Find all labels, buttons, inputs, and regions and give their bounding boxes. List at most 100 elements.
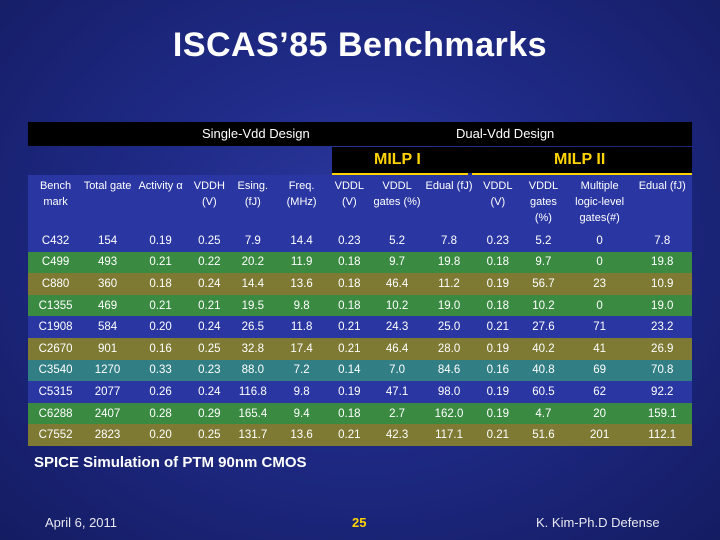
bench-name-cell: C880 [28,273,84,295]
table-cell: 20.2 [229,251,277,274]
table-cell: 9.4 [276,402,328,425]
table-cell: 0.19 [475,381,521,403]
table-cell: 0.21 [327,316,372,338]
table-cell: 9.8 [276,381,328,403]
table-cell: 0.26 [131,381,190,403]
table-cell: 0.22 [189,251,230,274]
bench-name-cell: C1355 [28,294,84,317]
table-cell: 40.2 [520,337,567,360]
table-cell: 112.1 [632,424,692,446]
table-row: C2670 901 0.16 0.25 32.8 17.4 0.21 46.4 28.0 0.19… [28,337,692,360]
col-header: Activity α [131,175,190,230]
table-cell: 84.6 [422,359,476,382]
table-cell: 0.23 [327,230,372,252]
footer-date: April 6, 2011 [45,515,118,530]
table-cell: 56.7 [520,273,567,295]
col-header: VDDL gates (%) [520,175,567,230]
table-cell: 0.14 [327,359,372,382]
table-cell: 154 [83,230,132,252]
table-cell: 10.9 [632,273,692,295]
table-cell: 201 [566,424,633,446]
table-cell: 5.2 [520,230,567,252]
table-cell: 71 [566,316,633,338]
table-cell: 47.1 [371,381,423,403]
table-row: C5315 2077 0.26 0.24 116.8 9.8 0.19 47.1 98.0 0.1… [28,381,692,403]
col-header: Total gate [83,175,132,230]
table-cell: 584 [83,316,132,338]
bench-name-cell: C5315 [28,381,84,403]
table-cell: 10.2 [520,294,567,317]
table-cell: 41 [566,337,633,360]
milp-two-underline [472,173,692,175]
bench-name-cell: C432 [28,230,84,252]
table-cell: 493 [83,251,132,274]
table-cell: 0.18 [327,251,372,274]
table-cell: 42.3 [371,424,423,446]
table-cell: 0.29 [189,402,230,425]
table-cell: 0.20 [131,424,190,446]
table-cell: 0.23 [475,230,521,252]
table-cell: 19.0 [422,294,476,317]
table-cell: 0.18 [475,251,521,274]
table-cell: 13.6 [276,273,328,295]
milp-two-label: MILP II [554,151,606,168]
table-row: C6288 2407 0.28 0.29 165.4 9.4 0.18 2.7 162.0 0.1… [28,402,692,425]
table-cell: 0.21 [189,294,230,317]
table-cell: 7.9 [229,230,277,252]
table-cell: 7.0 [371,359,423,382]
table-cell: 19.8 [632,251,692,274]
table-cell: 0.20 [131,316,190,338]
col-header: VDDL (V) [327,175,372,230]
col-header: Bench mark [28,175,84,230]
table-cell: 116.8 [229,381,277,403]
table-cell: 9.8 [276,294,328,317]
table-cell: 0 [566,294,633,317]
table-cell: 165.4 [229,402,277,425]
table-cell: 4.7 [520,402,567,425]
table-cell: 51.6 [520,424,567,446]
col-header: VDDL gates (%) [371,175,423,230]
table-cell: 0 [566,230,633,252]
table-cell: 10.2 [371,294,423,317]
table-cell: 0.18 [327,294,372,317]
table-cell: 0.25 [189,424,230,446]
footer-page-number: 25 [352,515,367,530]
table-cell: 46.4 [371,273,423,295]
table-cell: 0.24 [189,316,230,338]
col-header: Freq. (MHz) [276,175,328,230]
table-cell: 0.21 [327,337,372,360]
table-cell: 131.7 [229,424,277,446]
col-header: Edual (fJ) [422,175,476,230]
table-cell: 23 [566,273,633,295]
table-cell: 92.2 [632,381,692,403]
milp-header-bar: MILP I MILP II [332,147,692,173]
table-cell: 0.21 [131,251,190,274]
table-cell: 32.8 [229,337,277,360]
table-cell: 27.6 [520,316,567,338]
table-cell: 159.1 [632,402,692,425]
table-cell: 28.0 [422,337,476,360]
table-cell: 2.7 [371,402,423,425]
col-header: Esing. (fJ) [229,175,277,230]
bench-name-cell: C3540 [28,359,84,382]
table-cell: 0.19 [475,337,521,360]
table-cell: 13.6 [276,424,328,446]
table-cell: 19.8 [422,251,476,274]
table-cell: 2823 [83,424,132,446]
table-cell: 26.5 [229,316,277,338]
table-cell: 24.3 [371,316,423,338]
simulation-note: SPICE Simulation of PTM 90nm CMOS [34,454,307,471]
table-cell: 360 [83,273,132,295]
table-cell: 98.0 [422,381,476,403]
table-row: C499 493 0.21 0.22 20.2 11.9 0.18 9.7 19.8 0.18 9.… [28,251,692,274]
col-header: VDDH (V) [189,175,230,230]
dual-vdd-label: Dual-Vdd Design [456,126,555,141]
table-cell: 0.21 [475,424,521,446]
table-cell: 14.4 [229,273,277,295]
table-cell: 2407 [83,402,132,425]
milp-one-underline [332,173,468,175]
table-cell: 40.8 [520,359,567,382]
table-cell: 7.8 [632,230,692,252]
table-cell: 0.18 [131,273,190,295]
table-cell: 60.5 [520,381,567,403]
